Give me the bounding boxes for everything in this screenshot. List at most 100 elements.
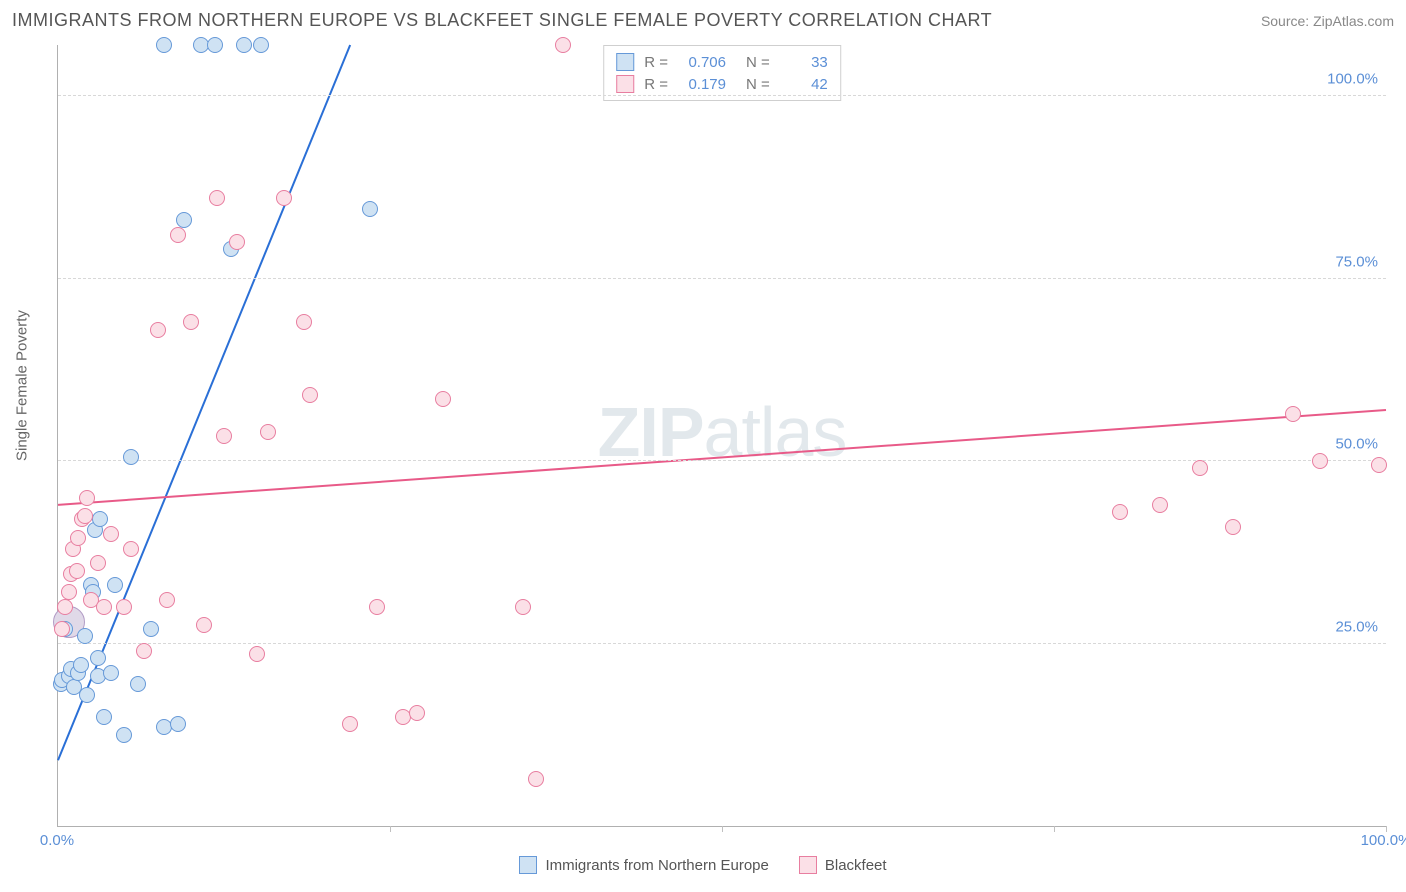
scatter-point	[156, 37, 172, 53]
scatter-point	[90, 650, 106, 666]
y-tick-label: 100.0%	[1327, 71, 1378, 88]
stat-label: R =	[644, 76, 668, 93]
scatter-point	[369, 599, 385, 615]
stat-n-value: 33	[780, 54, 828, 71]
tick-v	[390, 826, 391, 832]
scatter-point	[159, 592, 175, 608]
scatter-point	[77, 508, 93, 524]
chart-source: Source: ZipAtlas.com	[1261, 13, 1394, 29]
scatter-point	[209, 190, 225, 206]
scatter-point	[92, 511, 108, 527]
scatter-point	[236, 37, 252, 53]
legend-swatch	[799, 856, 817, 874]
scatter-point	[1225, 519, 1241, 535]
legend-item: Blackfeet	[799, 856, 887, 874]
scatter-point	[183, 314, 199, 330]
scatter-point	[555, 37, 571, 53]
x-tick-label: 100.0%	[1361, 832, 1406, 849]
stat-r-value: 0.179	[678, 76, 726, 93]
plot-area: ZIPatlas R =0.706N =33R =0.179N =42 25.0…	[57, 45, 1386, 827]
scatter-point	[229, 234, 245, 250]
scatter-point	[96, 599, 112, 615]
scatter-point	[253, 37, 269, 53]
series-swatch	[616, 75, 634, 93]
scatter-point	[79, 687, 95, 703]
scatter-point	[69, 563, 85, 579]
scatter-point	[123, 449, 139, 465]
scatter-point	[1152, 497, 1168, 513]
scatter-point	[1285, 406, 1301, 422]
legend-label: Blackfeet	[825, 857, 887, 874]
scatter-point	[216, 428, 232, 444]
scatter-point	[249, 646, 265, 662]
scatter-point	[103, 526, 119, 542]
scatter-point	[276, 190, 292, 206]
x-tick-label: 0.0%	[40, 832, 74, 849]
trend-lines	[58, 45, 1386, 826]
scatter-point	[54, 621, 70, 637]
scatter-point	[136, 643, 152, 659]
legend-label: Immigrants from Northern Europe	[545, 857, 768, 874]
scatter-point	[79, 490, 95, 506]
scatter-point	[260, 424, 276, 440]
scatter-point	[70, 530, 86, 546]
scatter-point	[61, 584, 77, 600]
stat-r-value: 0.706	[678, 54, 726, 71]
scatter-point	[57, 599, 73, 615]
scatter-point	[302, 387, 318, 403]
scatter-point	[170, 227, 186, 243]
gridline-h	[58, 95, 1386, 96]
scatter-point	[296, 314, 312, 330]
stat-n-value: 42	[780, 76, 828, 93]
trend-line	[58, 410, 1386, 505]
scatter-point	[176, 212, 192, 228]
scatter-point	[1192, 460, 1208, 476]
scatter-point	[90, 555, 106, 571]
chart-header: IMMIGRANTS FROM NORTHERN EUROPE VS BLACK…	[12, 10, 1394, 31]
scatter-point	[409, 705, 425, 721]
scatter-point	[170, 716, 186, 732]
stat-label: N =	[746, 54, 770, 71]
legend-item: Immigrants from Northern Europe	[519, 856, 768, 874]
chart-container: Single Female Poverty ZIPatlas R =0.706N…	[12, 40, 1394, 882]
y-tick-label: 25.0%	[1335, 618, 1378, 635]
stat-label: N =	[746, 76, 770, 93]
scatter-point	[116, 727, 132, 743]
scatter-point	[130, 676, 146, 692]
scatter-point	[207, 37, 223, 53]
correlation-stats-box: R = 0.706 N = 33 R = 0.179 N = 42	[603, 45, 841, 101]
scatter-point	[143, 621, 159, 637]
scatter-point	[150, 322, 166, 338]
scatter-point	[1371, 457, 1387, 473]
y-tick-label: 75.0%	[1335, 253, 1378, 270]
scatter-point	[515, 599, 531, 615]
series-swatch	[616, 53, 634, 71]
tick-v	[1054, 826, 1055, 832]
scatter-point	[1312, 453, 1328, 469]
legend: Immigrants from Northern Europe Blackfeet	[12, 856, 1394, 874]
stat-label: R =	[644, 54, 668, 71]
scatter-point	[362, 201, 378, 217]
stats-row: R = 0.706 N = 33	[616, 51, 828, 73]
y-axis-label: Single Female Poverty	[14, 310, 31, 461]
tick-v	[722, 826, 723, 832]
chart-title: IMMIGRANTS FROM NORTHERN EUROPE VS BLACK…	[12, 10, 992, 31]
scatter-point	[435, 391, 451, 407]
gridline-h	[58, 278, 1386, 279]
stats-row: R = 0.179 N = 42	[616, 73, 828, 95]
scatter-point	[107, 577, 123, 593]
scatter-point	[116, 599, 132, 615]
scatter-point	[73, 657, 89, 673]
scatter-point	[77, 628, 93, 644]
scatter-point	[342, 716, 358, 732]
scatter-point	[528, 771, 544, 787]
scatter-point	[96, 709, 112, 725]
y-tick-label: 50.0%	[1335, 436, 1378, 453]
scatter-point	[196, 617, 212, 633]
scatter-point	[1112, 504, 1128, 520]
gridline-h	[58, 643, 1386, 644]
legend-swatch	[519, 856, 537, 874]
scatter-point	[123, 541, 139, 557]
gridline-h	[58, 460, 1386, 461]
scatter-point	[103, 665, 119, 681]
